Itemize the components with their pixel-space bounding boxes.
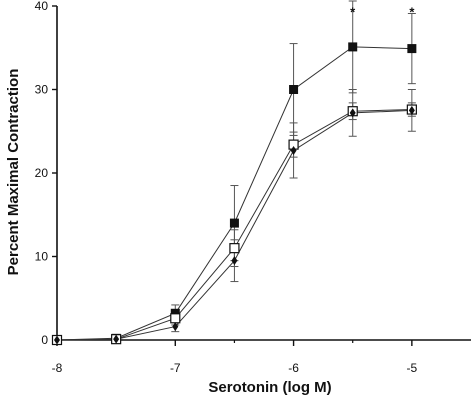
data-point-filled-diamond	[54, 335, 60, 345]
data-point-filled-diamond	[408, 105, 415, 115]
data-point-filled-diamond	[349, 108, 356, 118]
data-point-filled-diamond	[290, 145, 297, 155]
data-point-filled-square	[229, 218, 239, 228]
x-axis-title: Serotonin (log M)	[208, 379, 331, 396]
data-point-filled-diamond	[113, 334, 120, 344]
tick-labels: 0 10 20 30 40 -8 -7 -6 -5 * *	[35, 0, 418, 375]
data-point-filled-diamond	[231, 256, 238, 266]
data-point-open-square	[229, 243, 240, 254]
significance-star: *	[409, 5, 415, 20]
x-tick-label: -7	[170, 361, 181, 375]
x-tick-label: -5	[407, 361, 418, 375]
data-point-filled-square	[289, 85, 299, 94]
series-markers	[51, 42, 417, 346]
error-bars	[112, 0, 416, 342]
axes	[52, 5, 471, 346]
data-point-filled-square	[407, 44, 417, 54]
y-axis-title: Percent Maximal Contraction	[5, 69, 22, 276]
y-tick-label: 30	[35, 83, 49, 97]
y-tick-label: 10	[35, 250, 49, 264]
significance-star: *	[350, 5, 356, 20]
data-point-filled-diamond	[172, 322, 179, 332]
data-point-filled-square	[348, 42, 358, 52]
y-tick-label: 0	[41, 333, 48, 347]
y-tick-label: 40	[35, 0, 49, 13]
x-tick-label: -6	[288, 361, 299, 375]
x-tick-label: -8	[52, 361, 63, 375]
y-tick-label: 20	[35, 166, 49, 180]
data-point-open-square	[170, 313, 181, 324]
